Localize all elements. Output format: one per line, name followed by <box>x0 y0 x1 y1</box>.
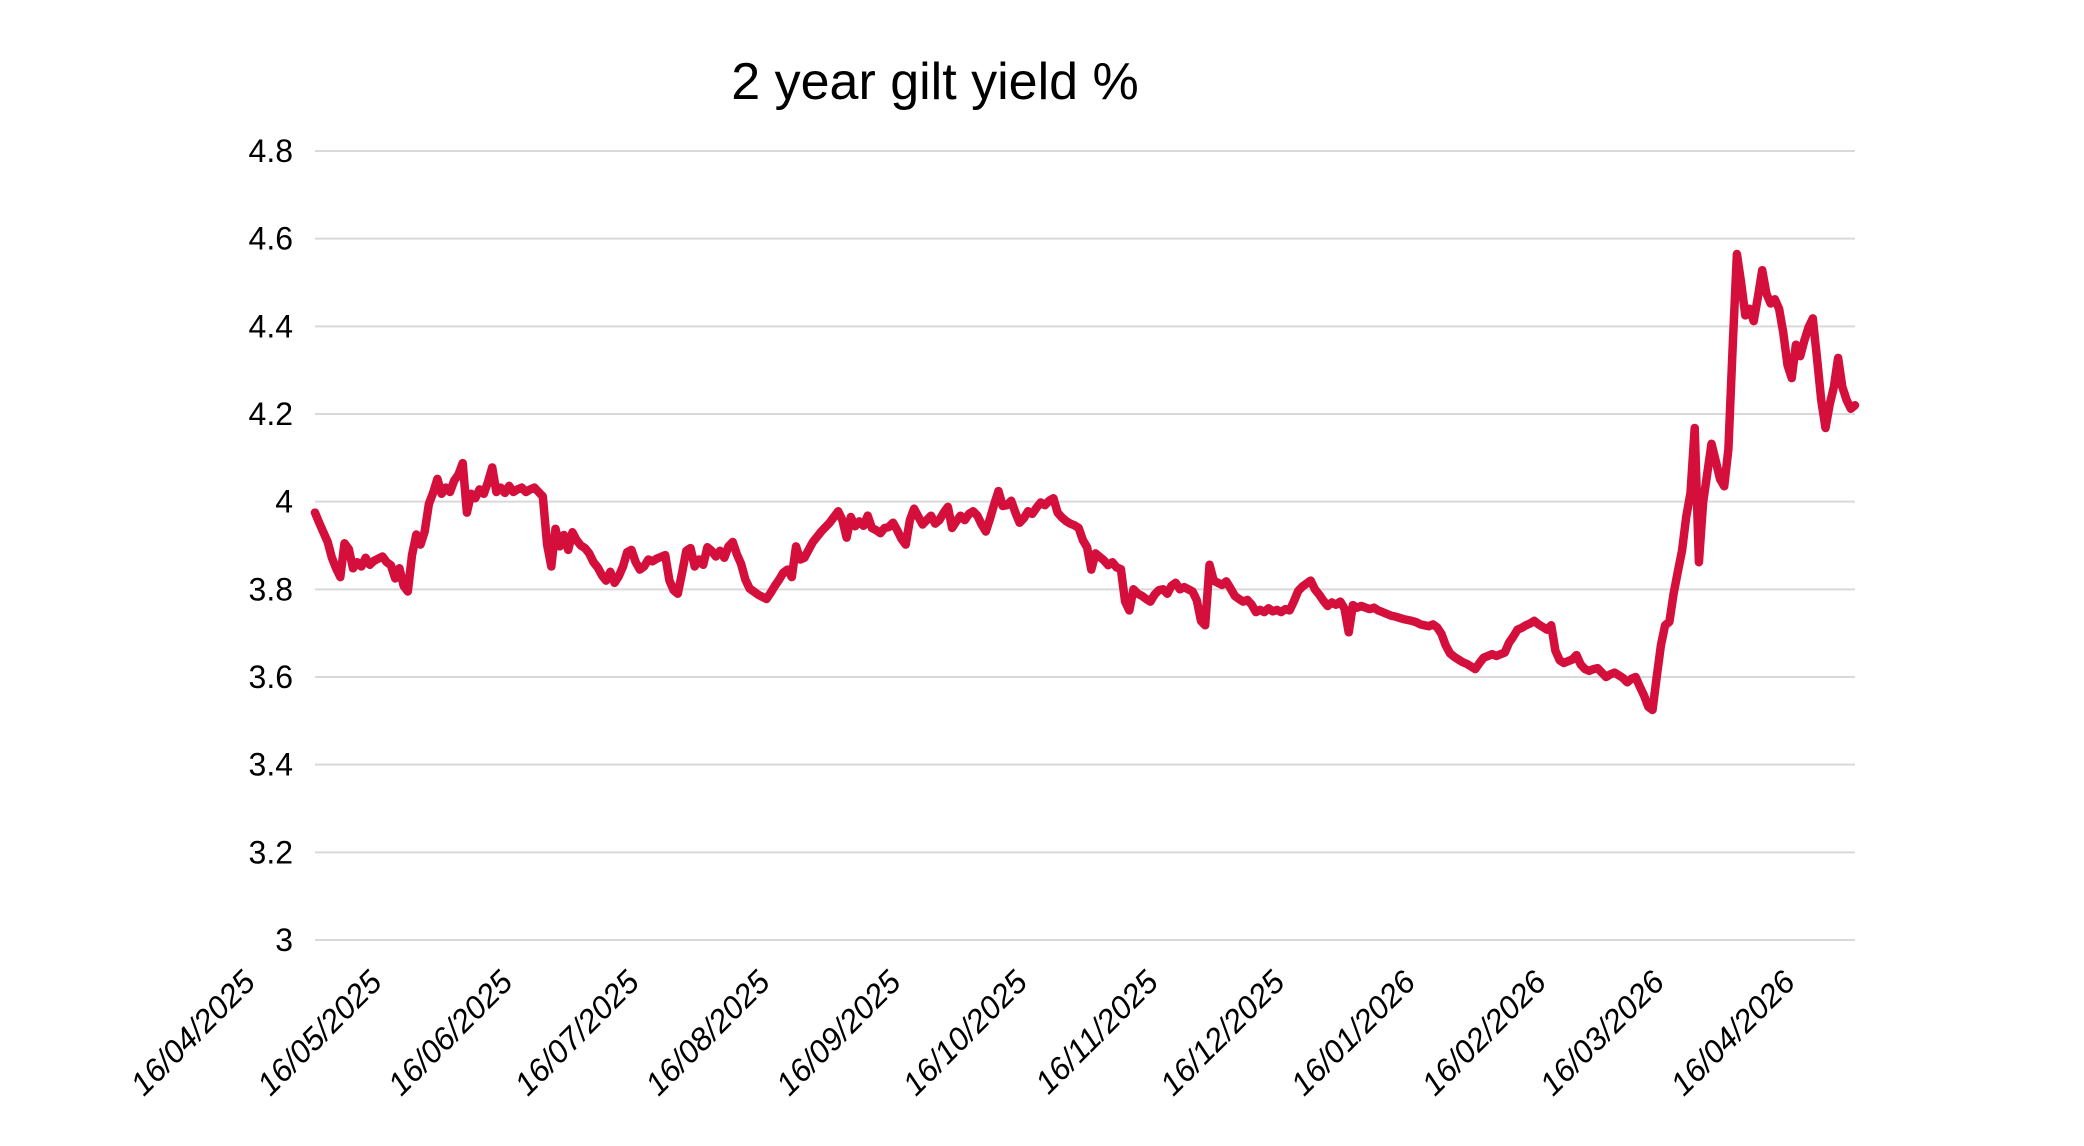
y-tick-label: 4.2 <box>249 396 293 432</box>
y-tick-label: 4 <box>275 484 293 520</box>
y-tick-label: 4.8 <box>249 133 293 169</box>
y-tick-label: 3.8 <box>249 571 293 607</box>
x-tick-label: 16/03/2026 <box>1532 963 1671 1102</box>
x-tick-label: 16/06/2025 <box>381 963 520 1102</box>
gridlines <box>315 150 1855 941</box>
y-tick-label: 3.6 <box>249 659 293 695</box>
x-tick-label: 16/05/2025 <box>250 963 389 1102</box>
y-tick-label: 3 <box>275 922 293 958</box>
y-tick-label: 3.4 <box>249 747 293 783</box>
x-tick-label: 16/04/2025 <box>123 963 262 1102</box>
y-tick-label: 4.4 <box>249 308 293 344</box>
x-tick-label: 16/04/2026 <box>1663 963 1802 1102</box>
x-tick-label: 16/07/2025 <box>507 963 646 1102</box>
x-tick-label: 16/08/2025 <box>638 963 777 1102</box>
x-tick-label: 16/10/2025 <box>895 963 1034 1102</box>
yield-line-series <box>310 249 1860 715</box>
x-axis-labels: 16/04/202516/05/202516/06/202516/07/2025… <box>123 963 1802 1102</box>
yield-line <box>310 249 1860 715</box>
x-tick-label: 16/11/2025 <box>1028 963 1165 1100</box>
x-tick-label: 16/01/2026 <box>1284 963 1423 1102</box>
y-tick-label: 3.2 <box>249 834 293 870</box>
x-tick-label: 16/02/2026 <box>1414 963 1553 1102</box>
y-axis-labels: 3 3.2 3.4 3.6 3.8 4 4.2 4.4 4.6 4.8 <box>249 133 293 958</box>
x-tick-label: 16/09/2025 <box>769 963 908 1102</box>
x-tick-label: 16/12/2025 <box>1153 963 1292 1102</box>
chart-title: 2 year gilt yield % <box>731 53 1139 111</box>
y-tick-label: 4.6 <box>249 221 293 257</box>
